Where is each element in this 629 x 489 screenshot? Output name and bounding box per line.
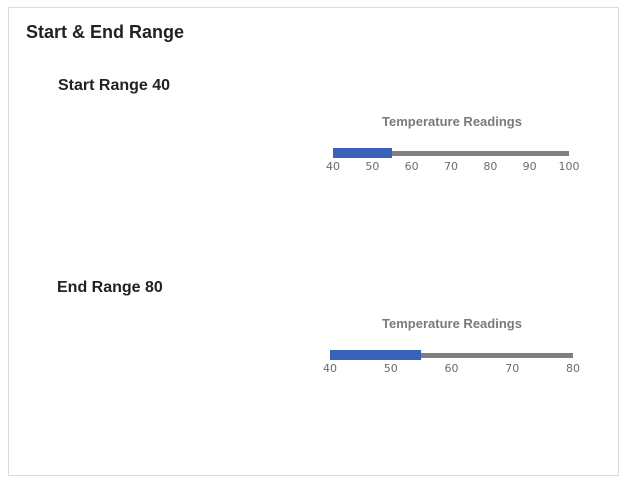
start-tick-label: 80 <box>483 160 497 173</box>
end-value-bar <box>330 350 422 360</box>
start-tick-label: 40 <box>326 160 340 173</box>
end-tick-label: 80 <box>566 362 580 375</box>
end-range-track <box>330 353 573 358</box>
end-tick-label: 70 <box>505 362 519 375</box>
start-tick-label: 70 <box>444 160 458 173</box>
start-tick-label: 100 <box>559 160 580 173</box>
end-chart-title: Temperature Readings <box>382 316 522 331</box>
start-range-track <box>333 151 569 156</box>
start-range-bullet-chart: Temperature Readings 40 50 60 70 80 90 100 <box>326 114 580 173</box>
end-range-bullet-chart: Temperature Readings 40 50 60 70 80 <box>323 316 580 375</box>
end-range-heading: End Range 80 <box>57 279 163 296</box>
start-chart-title: Temperature Readings <box>382 114 522 129</box>
start-range-heading: Start Range 40 <box>58 77 171 94</box>
end-tick-label: 60 <box>445 362 459 375</box>
card-title: Start & End Range <box>26 22 185 42</box>
start-tick-label: 90 <box>523 160 537 173</box>
start-value-bar <box>333 148 392 158</box>
start-tick-label: 60 <box>405 160 419 173</box>
end-tick-label: 40 <box>323 362 337 375</box>
range-card: Start & End Range Start Range 40 Tempera… <box>8 7 619 476</box>
start-tick-label: 50 <box>365 160 379 173</box>
end-tick-label: 50 <box>384 362 398 375</box>
